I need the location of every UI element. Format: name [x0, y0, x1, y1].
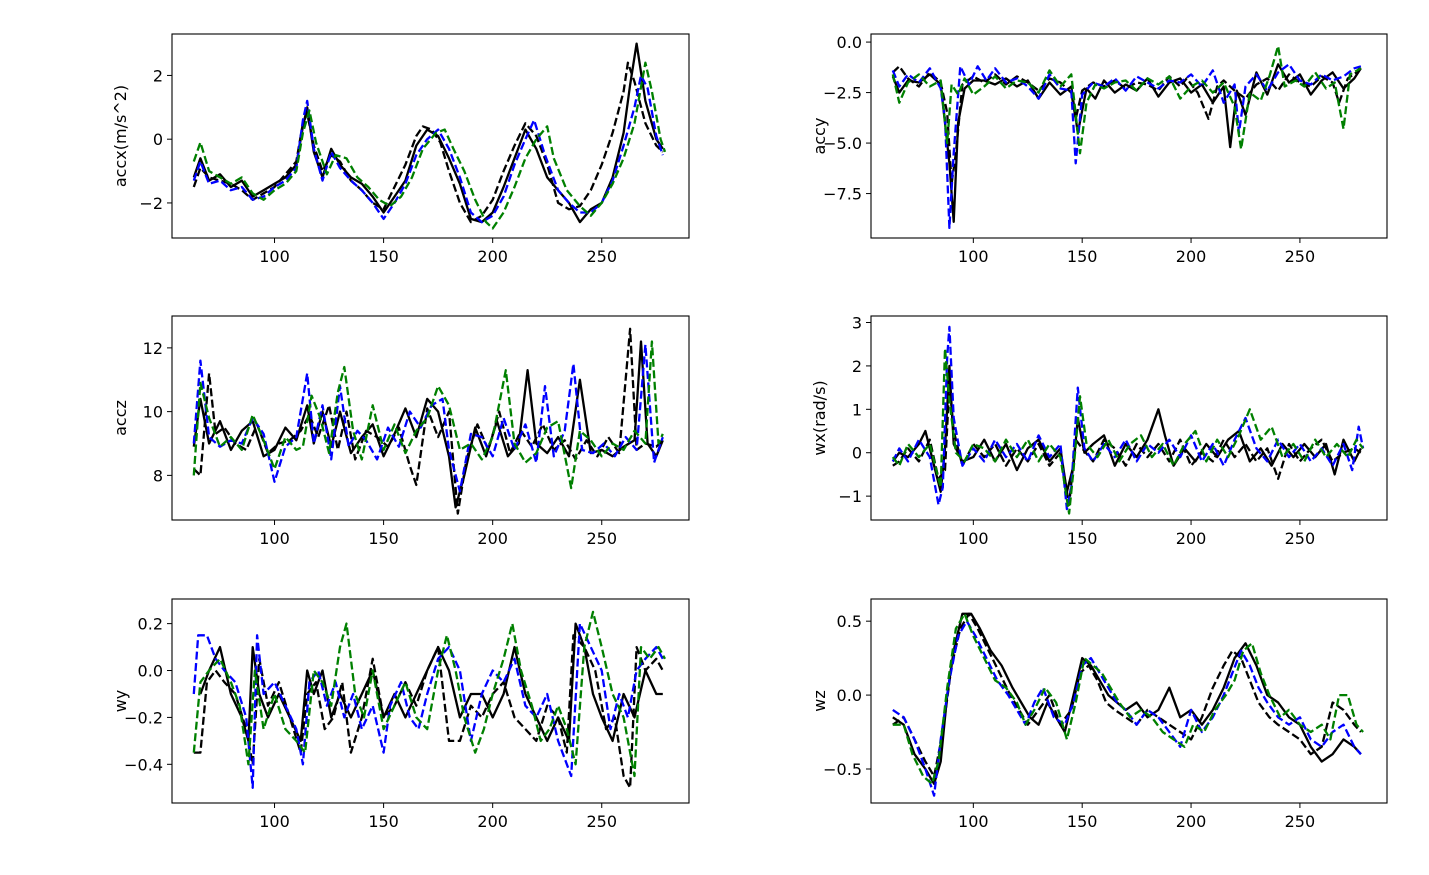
series-line-4 [192, 610, 667, 778]
series-group [891, 44, 1362, 230]
y-tick-label: −2.5 [823, 84, 862, 103]
series-line-4 [892, 612, 1364, 785]
series-group [192, 327, 664, 515]
x-tick-label: 100 [958, 247, 989, 266]
y-axis-label: wy [111, 690, 130, 713]
y-tick-label: 0.2 [138, 615, 163, 634]
series-group [892, 612, 1364, 797]
series-line-3 [892, 620, 1362, 797]
x-tick-label: 150 [1067, 812, 1098, 831]
subplot-2: 100 150 200 250 0.0 −2.5 −5.0 −7.5 accy [810, 33, 1388, 266]
series-line-2 [193, 634, 664, 789]
axes-frame [171, 33, 690, 239]
y-axis-label: accx(m/s^2) [111, 85, 130, 187]
y-tick-label: 8 [153, 466, 163, 485]
y-tick-label: 12 [143, 339, 163, 358]
series-line-3 [192, 74, 664, 224]
series-line-1 [192, 340, 664, 509]
x-tick-label: 100 [259, 247, 290, 266]
y-tick-label: 10 [143, 403, 163, 422]
y-tick-label: 0 [852, 444, 862, 463]
series-line-4 [192, 61, 667, 230]
series-line-2 [192, 61, 664, 224]
y-tick-label: −0.2 [124, 708, 163, 727]
x-tick-label: 250 [1285, 812, 1316, 831]
series-line-3 [192, 343, 664, 493]
series-line-4 [891, 347, 1365, 515]
series-line-1 [892, 612, 1362, 785]
series-group [192, 42, 667, 230]
x-tick-label: 200 [1176, 812, 1207, 831]
y-axis-label: wz [810, 690, 829, 711]
y-tick-label: 2 [852, 357, 862, 376]
y-tick-label: −5.0 [823, 134, 862, 153]
y-axis-label: accy [810, 118, 829, 155]
series-line-3 [891, 63, 1362, 230]
x-tick-label: 100 [259, 529, 290, 548]
x-tick-label: 100 [958, 529, 989, 548]
series-group [192, 610, 667, 789]
y-tick-label: −7.5 [823, 185, 862, 204]
axes-frame [171, 315, 690, 521]
series-group [891, 325, 1365, 515]
y-tick-label: 0.0 [138, 662, 163, 681]
subplot-3: 100 150 200 250 8 10 12 accz [111, 315, 690, 548]
series-line-2 [892, 612, 1362, 778]
series-line-4 [192, 340, 664, 490]
x-tick-label: 200 [1176, 247, 1207, 266]
y-tick-label: −1 [838, 487, 862, 506]
y-tick-label: 0.0 [837, 686, 862, 705]
axes-frame [171, 598, 690, 804]
subplot-5: 100 150 200 250 0.2 0.0 −0.2 −0.4 wy [111, 598, 690, 831]
series-line-1 [891, 364, 1362, 493]
series-line-1 [192, 42, 664, 224]
y-tick-label: −0.4 [124, 755, 163, 774]
axes-frame [870, 315, 1388, 521]
y-tick-label: 3 [852, 314, 862, 333]
x-tick-label: 250 [586, 247, 617, 266]
subplot-4: 100 150 200 250 −1 0 1 2 3 wx(rad/s) [810, 314, 1388, 548]
axes-frame [870, 598, 1388, 804]
y-tick-label: −0.5 [823, 760, 862, 779]
x-tick-label: 150 [368, 812, 399, 831]
y-tick-label: 0 [153, 130, 163, 149]
x-tick-label: 200 [1176, 529, 1207, 548]
x-tick-label: 250 [1285, 247, 1316, 266]
series-line-1 [891, 63, 1362, 223]
x-tick-label: 100 [958, 812, 989, 831]
subplot-1: 100 150 200 250 −2 0 2 accx(m/s^2) [111, 33, 690, 266]
x-tick-label: 150 [368, 247, 399, 266]
x-tick-label: 250 [586, 529, 617, 548]
subplot-6: 100 150 200 250 0.5 0.0 −0.5 wz [810, 598, 1388, 831]
x-tick-label: 200 [477, 529, 508, 548]
y-axis-label: wx(rad/s) [810, 380, 829, 455]
x-tick-label: 200 [477, 812, 508, 831]
x-tick-label: 250 [1285, 529, 1316, 548]
x-tick-label: 100 [259, 812, 290, 831]
y-tick-label: 1 [852, 400, 862, 419]
y-tick-label: 0.0 [837, 33, 862, 52]
x-tick-label: 150 [1067, 529, 1098, 548]
x-tick-label: 150 [1067, 247, 1098, 266]
y-tick-label: 2 [153, 66, 163, 85]
series-line-2 [192, 327, 664, 515]
x-tick-label: 200 [477, 247, 508, 266]
y-axis-label: accz [111, 400, 130, 436]
x-tick-label: 250 [586, 812, 617, 831]
series-line-3 [891, 325, 1365, 511]
y-tick-label: 0.5 [837, 612, 862, 631]
x-tick-label: 150 [368, 529, 399, 548]
y-tick-label: −2 [139, 194, 163, 213]
axes-frame [870, 33, 1388, 239]
series-line-1 [199, 622, 663, 743]
